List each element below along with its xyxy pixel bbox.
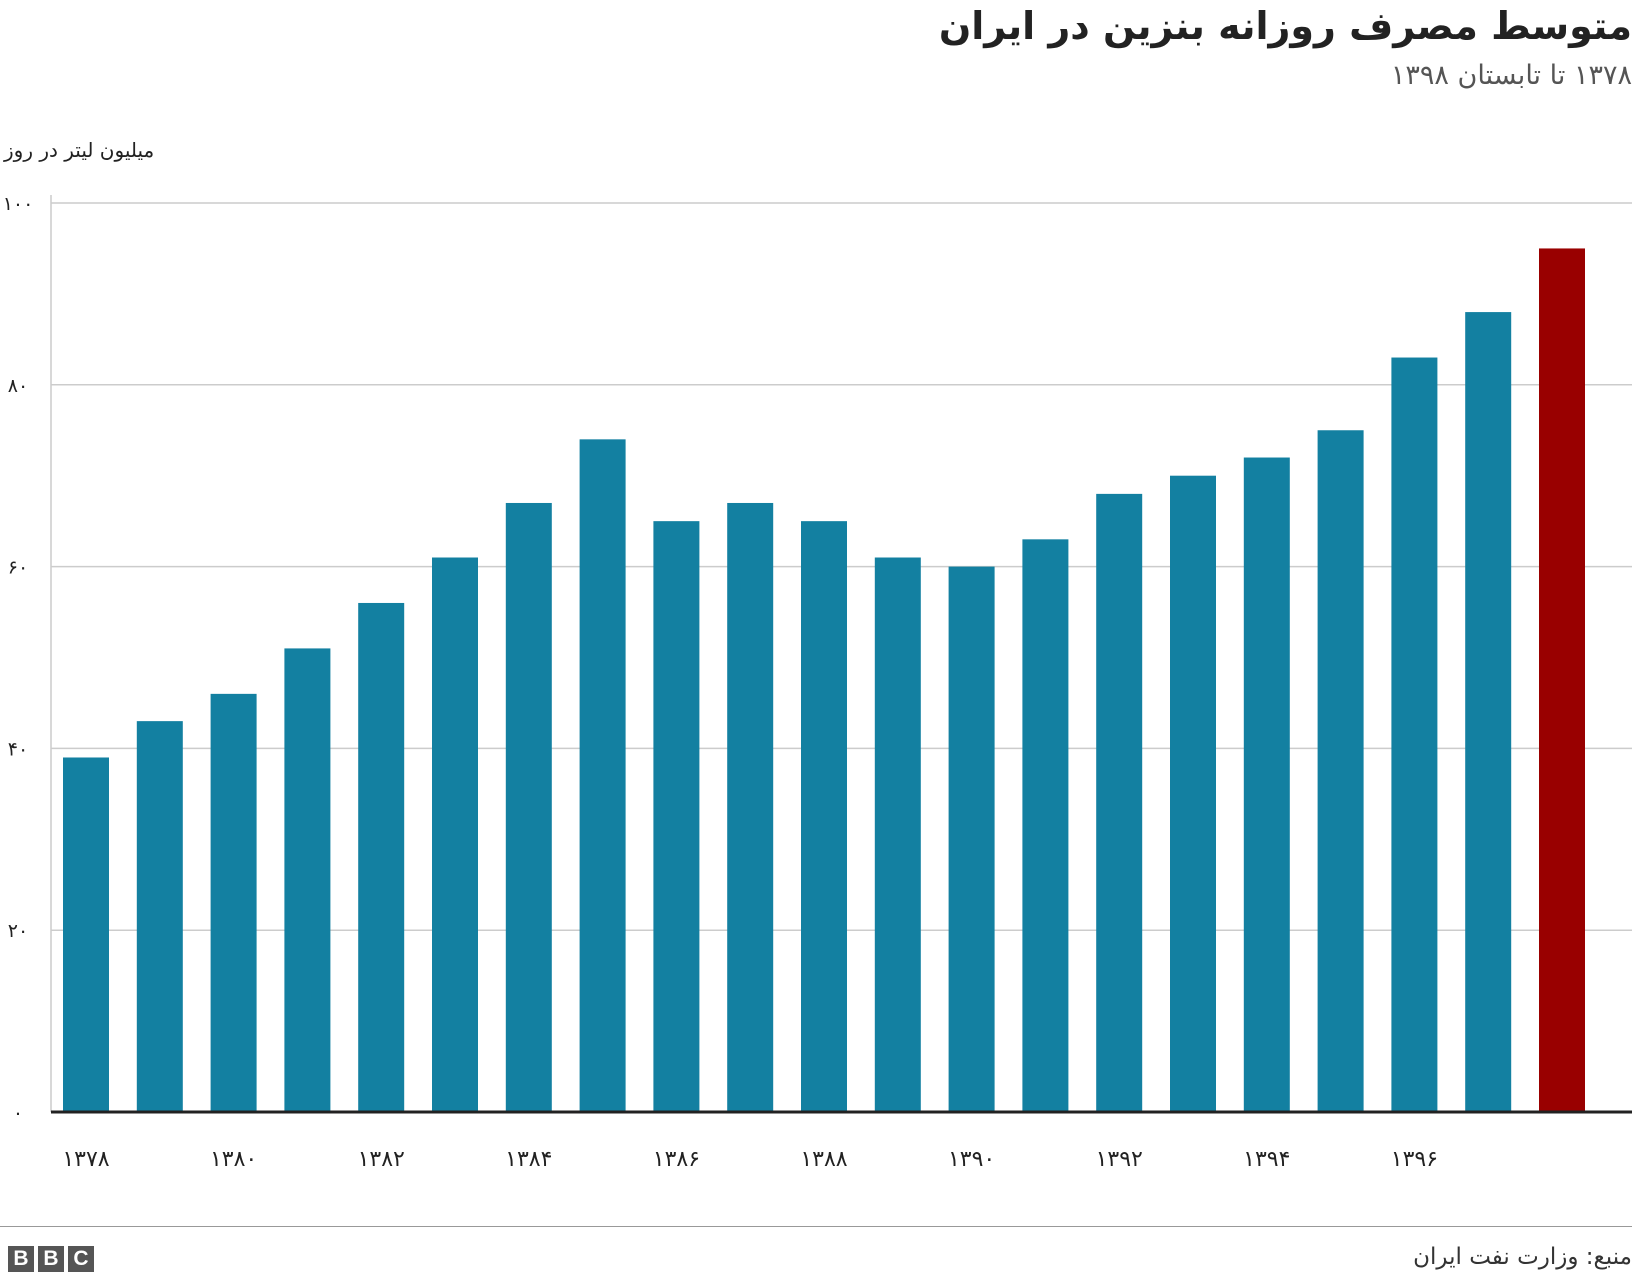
- x-tick-label: ۱۳۷۸: [62, 1147, 109, 1172]
- bar-1387: [727, 502, 774, 1113]
- x-tick-label: تابستان ۱۳۹۸: [1630, 1147, 1632, 1172]
- footer-divider: [0, 1226, 1632, 1227]
- y-axis-label: میلیون لیتر در روز: [4, 138, 155, 162]
- y-tick-label: ۰: [13, 1102, 23, 1124]
- bar-1395: [1317, 430, 1364, 1112]
- source-note: منبع: وزارت نفت ایران: [1413, 1244, 1632, 1270]
- y-tick-label: ۶۰: [8, 557, 28, 579]
- bar-chart: ۰ ۲۰ ۴۰ ۶۰ ۸۰ ۱۰۰ ۱۳۷۸ ۱۳۸۰ ۱۳۸۲ ۱۳۸۴ ۱۳۸۶ ۱۳۸۸ ۱۳۹…: [3, 193, 1632, 1172]
- bar-1383: [432, 557, 478, 1112]
- bar-1381: [284, 648, 331, 1112]
- chart-title: متوسط مصرف روزانه بنزین در ایران: [938, 4, 1632, 48]
- y-tick-label: ۸۰: [8, 375, 28, 397]
- bbc-logo-letter: C: [68, 1246, 94, 1272]
- chart-subtitle: ۱۳۷۸ تا تابستان ۱۳۹۸: [1390, 60, 1632, 91]
- y-tick-label: ۴۰: [8, 738, 28, 760]
- bar-1384: [505, 502, 552, 1113]
- bar-1390: [948, 566, 995, 1112]
- bar-1386: [653, 521, 700, 1112]
- x-tick-label: ۱۳۸۸: [800, 1147, 847, 1172]
- x-tick-label: ۱۳۸۰: [210, 1147, 257, 1172]
- x-tick-label: ۱۳۹۰: [948, 1147, 995, 1172]
- bars: [63, 248, 1585, 1113]
- bar-1397: [1465, 312, 1512, 1113]
- bbc-logo: B B C: [8, 1246, 94, 1272]
- bar-1396: [1391, 357, 1438, 1112]
- bar-1398-summer: [1539, 248, 1585, 1112]
- bar-1394: [1243, 457, 1290, 1112]
- x-tick-label: ۱۳۸۲: [358, 1147, 405, 1172]
- x-tick-label: ۱۳۸۴: [505, 1147, 552, 1172]
- bbc-logo-letter: B: [38, 1246, 64, 1272]
- bar-1380: [210, 693, 257, 1112]
- bar-1391: [1022, 539, 1069, 1112]
- bbc-logo-letter: B: [8, 1246, 34, 1272]
- x-tick-label: ۱۳۹۴: [1243, 1147, 1290, 1172]
- x-tick-label: ۱۳۹۶: [1391, 1147, 1438, 1172]
- y-tick-label: ۲۰: [8, 920, 28, 942]
- bar-1388: [801, 521, 847, 1112]
- x-tick-label: ۱۳۹۲: [1096, 1147, 1143, 1172]
- x-tick-label: ۱۳۸۶: [653, 1147, 700, 1172]
- bar-1389: [874, 557, 921, 1112]
- bar-1379: [136, 721, 183, 1112]
- bar-1378: [63, 757, 109, 1112]
- bar-1393: [1170, 475, 1216, 1112]
- y-tick-labels: ۰ ۲۰ ۴۰ ۶۰ ۸۰ ۱۰۰: [3, 193, 34, 1124]
- bar-1385: [579, 439, 626, 1113]
- bar-1392: [1096, 493, 1143, 1112]
- bar-1382: [358, 602, 405, 1112]
- y-tick-label: ۱۰۰: [3, 193, 34, 215]
- x-tick-labels: ۱۳۷۸ ۱۳۸۰ ۱۳۸۲ ۱۳۸۴ ۱۳۸۶ ۱۳۸۸ ۱۳۹۰ ۱۳۹۲ ۱۳۹۴ ۱۳۹۶…: [62, 1147, 1632, 1172]
